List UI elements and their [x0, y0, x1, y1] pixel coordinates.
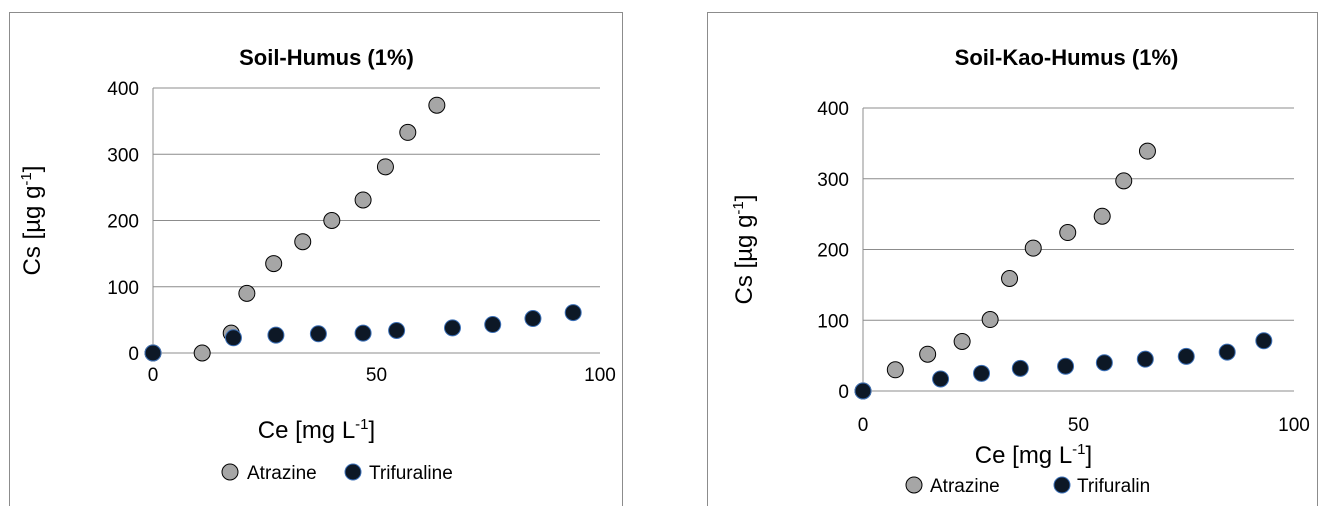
- legend-marker-atrazine: [221, 463, 239, 481]
- y-tick-label: 400: [817, 99, 849, 120]
- legend-marker-trifuraline: [344, 463, 362, 481]
- point-trifuraline: [564, 304, 582, 322]
- x-axis-label: Ce [mg L-1]: [258, 416, 375, 444]
- y-tick-label: 300: [817, 170, 849, 191]
- point-atrazine: [1024, 239, 1042, 257]
- y-tick-label: 200: [817, 241, 849, 262]
- y-tick-label: 300: [107, 145, 139, 166]
- point-trifuraline: [224, 329, 242, 347]
- point-atrazine: [376, 158, 394, 176]
- legend-label: Trifuralin: [1077, 476, 1150, 497]
- point-trifuraline: [354, 324, 372, 342]
- point-atrazine: [193, 344, 211, 362]
- point-atrazine: [428, 96, 446, 114]
- x-axis-label: Ce [mg L-1]: [975, 441, 1092, 469]
- x-tick-label: 0: [858, 415, 869, 436]
- point-trifuralin: [1011, 359, 1029, 377]
- point-trifuralin: [1218, 343, 1236, 361]
- point-trifuralin: [854, 382, 872, 400]
- point-trifuralin: [973, 364, 991, 382]
- point-trifuralin: [1177, 347, 1195, 365]
- y-tick-label: 200: [107, 212, 139, 233]
- point-atrazine: [919, 345, 937, 363]
- point-trifuraline: [484, 316, 502, 334]
- point-atrazine: [1138, 142, 1156, 160]
- legend-label: Atrazine: [930, 476, 1000, 497]
- point-atrazine: [1093, 207, 1111, 225]
- y-axis-label: Cs [µg g-1]: [730, 195, 758, 305]
- y-axis-label: Cs [µg g-1]: [18, 166, 46, 276]
- legend-marker-atrazine: [905, 476, 923, 494]
- x-tick-label: 100: [584, 365, 616, 386]
- point-atrazine: [265, 255, 283, 273]
- point-atrazine: [354, 191, 372, 209]
- y-tick-label: 100: [817, 311, 849, 332]
- point-atrazine: [323, 212, 341, 229]
- point-trifuralin: [1136, 350, 1154, 368]
- x-tick-label: 50: [366, 365, 387, 386]
- point-atrazine: [886, 361, 904, 379]
- point-trifuralin: [1057, 357, 1075, 375]
- legend-label: Atrazine: [247, 463, 317, 484]
- legend-label: Trifuraline: [369, 463, 453, 484]
- point-atrazine: [238, 284, 256, 302]
- chart-panel-soil-kao-humus: Soil-Kao-Humus (1%) 0 100 200 300 400 0 50 100 Ce…: [707, 12, 1318, 506]
- point-trifuralin: [932, 370, 950, 388]
- chart-svg-soil-humus: Soil-Humus (1%) 0 100 200 300 400 0 50 100 Ce [mg…: [18, 45, 616, 484]
- x-tick-label: 0: [148, 365, 159, 386]
- chart-title: Soil-Kao-Humus (1%): [955, 45, 1179, 70]
- chart-svg-soil-kao-humus: Soil-Kao-Humus (1%) 0 100 200 300 400 0 50 100 Ce…: [730, 45, 1310, 497]
- y-tick-label: 400: [107, 79, 139, 100]
- point-trifuraline: [144, 344, 162, 362]
- point-trifuraline: [267, 326, 285, 344]
- point-trifuralin: [1095, 354, 1113, 372]
- point-atrazine: [1001, 270, 1019, 288]
- y-tick-label: 0: [838, 382, 849, 403]
- point-atrazine: [1059, 224, 1077, 242]
- chart-panel-soil-humus: Soil-Humus (1%) 0 100 200 300 400 0 50 100 Ce [mg…: [9, 12, 623, 506]
- point-atrazine: [981, 311, 999, 329]
- chart-title: Soil-Humus (1%): [239, 45, 414, 70]
- point-trifuraline: [309, 325, 327, 343]
- y-tick-label: 0: [128, 344, 139, 365]
- point-trifuralin: [1255, 332, 1273, 350]
- point-atrazine: [1115, 172, 1133, 190]
- y-tick-label: 100: [107, 278, 139, 299]
- point-trifuraline: [443, 319, 461, 337]
- x-tick-label: 100: [1278, 415, 1310, 436]
- point-atrazine: [953, 332, 971, 350]
- legend-marker-trifuralin: [1053, 476, 1071, 494]
- point-trifuraline: [524, 310, 542, 328]
- point-trifuraline: [388, 321, 406, 339]
- x-tick-label: 50: [1068, 415, 1089, 436]
- point-atrazine: [399, 123, 417, 141]
- point-atrazine: [294, 233, 312, 251]
